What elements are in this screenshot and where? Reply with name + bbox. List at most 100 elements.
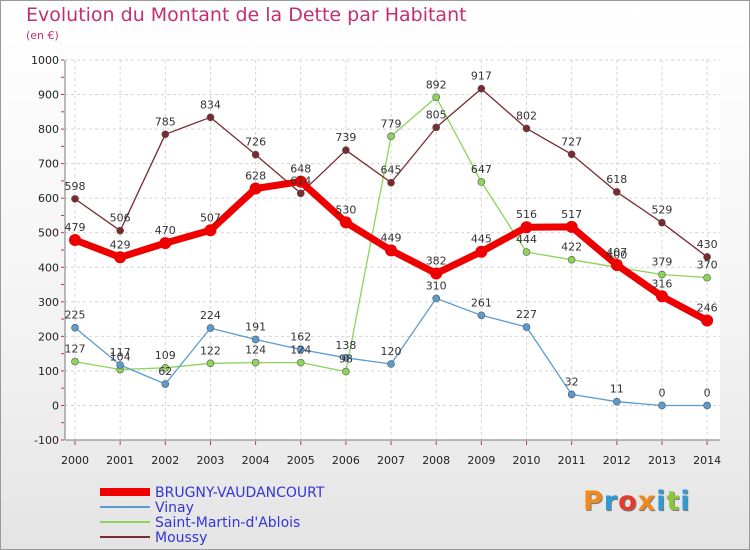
data-point-brugny-vaudancourt (385, 244, 398, 257)
data-label-brugny-vaudancourt: 246 (697, 301, 718, 314)
data-label-moussy: 529 (651, 204, 672, 217)
data-label-brugny-vaudancourt: 382 (426, 254, 447, 267)
logo-letter: i (656, 486, 667, 517)
data-label-moussy: 506 (110, 212, 131, 225)
x-tick-label: 2003 (196, 454, 224, 467)
x-tick-label: 2001 (106, 454, 134, 467)
x-tick-label: 2002 (151, 454, 179, 467)
data-point-moussy (658, 218, 666, 227)
x-tick-label: 2005 (287, 454, 315, 467)
data-point-saint-martin-d-ablois (432, 93, 441, 102)
y-tick-label: 900 (38, 89, 59, 102)
data-label-moussy: 430 (697, 238, 718, 251)
data-label-moussy: 598 (65, 180, 86, 193)
logo-letter: o (618, 486, 638, 517)
data-label-brugny-vaudancourt: 316 (651, 277, 672, 290)
data-label-vinay: 32 (565, 375, 579, 388)
data-label-brugny-vaudancourt: 429 (110, 238, 131, 251)
data-label-saint-martin-d-ablois: 422 (561, 241, 582, 254)
data-point-saint-martin-d-ablois (71, 357, 79, 366)
data-point-moussy (116, 226, 124, 235)
data-label-vinay: 261 (471, 296, 492, 309)
data-label-moussy: 618 (606, 173, 627, 186)
data-point-moussy (522, 124, 531, 133)
data-point-saint-martin-d-ablois (342, 367, 350, 376)
data-point-vinay (522, 323, 531, 331)
data-label-saint-martin-d-ablois: 104 (110, 351, 131, 364)
data-label-moussy: 739 (335, 131, 356, 144)
data-label-moussy: 726 (245, 136, 266, 149)
proxiti-logo: Proxiti (583, 486, 691, 517)
data-label-vinay: 0 (704, 386, 711, 399)
data-point-vinay (71, 323, 79, 332)
legend-label: Saint-Martin-d'Ablois (155, 515, 300, 531)
data-point-brugny-vaudancourt (339, 216, 352, 229)
x-tick-label: 2010 (513, 454, 541, 467)
data-label-saint-martin-d-ablois: 892 (426, 78, 447, 91)
data-label-moussy: 614 (290, 174, 311, 187)
x-tick-label: 2004 (242, 454, 270, 467)
data-label-saint-martin-d-ablois: 109 (155, 349, 176, 362)
series (69, 84, 714, 410)
data-point-brugny-vaudancourt (249, 182, 262, 195)
data-point-moussy (432, 123, 441, 132)
y-tick-label: 0 (52, 399, 59, 412)
logo-letter: r (603, 486, 619, 517)
data-point-moussy (251, 150, 260, 159)
y-tick-label: 400 (38, 261, 59, 274)
data-point-brugny-vaudancourt (159, 237, 172, 250)
data-point-vinay (703, 401, 711, 410)
legend-label: BRUGNY-VAUDANCOURT (155, 485, 325, 501)
x-tick-label: 2011 (558, 454, 586, 467)
data-label-vinay: 117 (110, 346, 131, 359)
axes: -100010020030040050060070080090010002000… (31, 54, 721, 467)
data-label-vinay: 227 (516, 308, 537, 321)
data-label-vinay: 310 (426, 279, 447, 292)
data-point-vinay (296, 345, 305, 354)
data-point-vinay (612, 397, 621, 406)
data-point-brugny-vaudancourt (701, 314, 714, 327)
data-point-saint-martin-d-ablois (522, 248, 531, 256)
data-point-vinay (161, 380, 170, 388)
x-tick-label: 2012 (603, 454, 631, 467)
data-point-moussy (342, 146, 350, 154)
data-label-vinay: 191 (245, 320, 266, 333)
data-label-vinay: 162 (290, 330, 311, 343)
data-point-brugny-vaudancourt (114, 251, 127, 264)
data-point-moussy (71, 195, 79, 203)
data-point-vinay (251, 335, 260, 344)
data-point-vinay (206, 324, 215, 332)
data-point-brugny-vaudancourt (610, 258, 623, 271)
data-label-vinay: 120 (381, 345, 402, 358)
data-point-brugny-vaudancourt (655, 290, 668, 303)
data-label-brugny-vaudancourt: 648 (290, 163, 311, 176)
y-tick-label: 300 (38, 296, 59, 309)
data-label-brugny-vaudancourt: 517 (561, 208, 582, 221)
data-label-saint-martin-d-ablois: 370 (697, 259, 718, 272)
data-labels: 127 104 109 122 124 124 98 779 892 647 444 422 400 37… (65, 70, 718, 400)
data-label-moussy: 805 (426, 108, 447, 121)
data-point-saint-martin-d-ablois (161, 363, 170, 372)
y-tick-label: 500 (38, 227, 59, 240)
data-point-vinay (116, 361, 124, 369)
data-point-brugny-vaudancourt (475, 245, 488, 258)
data-label-moussy: 727 (561, 135, 582, 148)
data-label-moussy: 785 (155, 115, 176, 128)
y-tick-label: 800 (38, 123, 59, 136)
data-point-moussy (477, 84, 486, 93)
data-point-saint-martin-d-ablois (296, 358, 305, 367)
y-tick-label: 1000 (31, 54, 59, 67)
chart-title: Evolution du Montant de la Dette par Hab… (26, 4, 467, 26)
data-label-brugny-vaudancourt: 470 (155, 224, 176, 237)
data-label-moussy: 802 (516, 109, 537, 122)
logo-letter: x (637, 486, 657, 517)
data-point-saint-martin-d-ablois (387, 132, 395, 141)
y-tick-label: 200 (38, 330, 59, 343)
data-label-saint-martin-d-ablois: 400 (606, 248, 627, 261)
legend: BRUGNY-VAUDANCOURTVinaySaint-Martin-d'Ab… (100, 485, 325, 546)
chart-subtitle: (en €) (26, 29, 59, 42)
data-point-vinay (432, 294, 441, 303)
data-label-saint-martin-d-ablois: 122 (200, 344, 221, 357)
data-label-brugny-vaudancourt: 516 (516, 208, 537, 221)
data-label-moussy: 645 (381, 164, 402, 177)
